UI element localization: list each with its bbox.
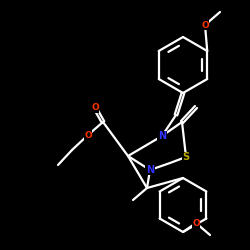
Text: O: O xyxy=(84,130,92,140)
Text: N: N xyxy=(146,165,154,175)
Text: O: O xyxy=(201,20,209,30)
Text: S: S xyxy=(182,152,190,162)
Text: O: O xyxy=(91,104,99,112)
Text: N: N xyxy=(158,131,166,141)
Text: O: O xyxy=(192,218,200,228)
